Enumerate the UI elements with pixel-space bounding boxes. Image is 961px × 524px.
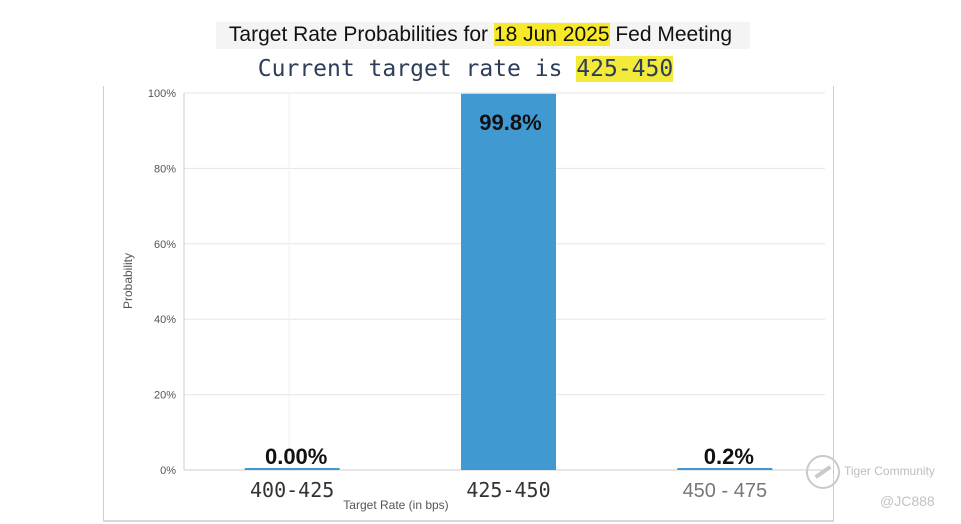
subtitle-prefix: Current target rate is [257, 56, 577, 82]
title-date-highlight: 18 Jun 2025 [493, 23, 610, 46]
y-axis-title: Probability [121, 253, 135, 309]
watermark: Tiger Community @JC888 [806, 455, 956, 515]
y-tick-label: 60% [154, 239, 176, 251]
x-category-label: 425-450 [466, 478, 550, 502]
title-background [216, 22, 750, 49]
chart-frame: 0% 20% 40% 60% 80% 100% 0.00% 400-425 99.8% 425-4… [103, 86, 834, 522]
bar-chart: 0% 20% 40% 60% 80% 100% 0.00% 400-425 99.8% 425-4… [121, 88, 825, 512]
title-prefix: Target Rate Probabilities for [228, 23, 494, 46]
y-tick-label: 80% [154, 163, 176, 175]
y-tick-label: 0% [160, 465, 176, 477]
data-label: 0.00% [265, 444, 327, 469]
x-axis-title: Target Rate (in bps) [343, 498, 448, 512]
y-tick-label: 100% [148, 88, 176, 100]
tiger-logo-icon [806, 455, 840, 489]
chart-title: Target Rate Probabilities for 18 Jun 202… [0, 23, 961, 47]
data-label: 99.8% [479, 110, 541, 135]
x-category-label: 450 - 475 [683, 480, 768, 502]
data-label: 0.2% [704, 444, 754, 469]
bar [461, 93, 556, 470]
title-suffix: Fed Meeting [609, 23, 733, 46]
chart-subtitle: Current target rate is 425-450 [0, 56, 931, 82]
watermark-handle: @JC888 [880, 493, 935, 509]
bar [677, 468, 773, 470]
watermark-brand: Tiger Community [844, 464, 935, 478]
subtitle-rate-highlight: 425-450 [576, 56, 674, 82]
bar [244, 468, 340, 470]
y-tick-label: 40% [154, 314, 176, 326]
x-category-label: 400-425 [250, 478, 334, 502]
y-tick-label: 20% [154, 390, 176, 402]
